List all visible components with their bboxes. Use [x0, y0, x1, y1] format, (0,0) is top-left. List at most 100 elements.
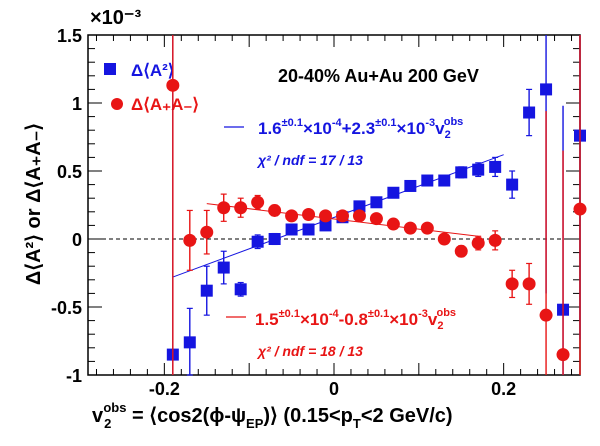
data-point	[285, 223, 298, 236]
data-point	[472, 163, 485, 176]
data-point	[488, 233, 502, 247]
fit-apam-e-sub: 2	[437, 320, 443, 332]
data-point	[573, 202, 587, 216]
data-point	[234, 201, 248, 215]
plot-frame	[87, 34, 581, 376]
fit-apam-a-sup: ±0.1	[279, 308, 300, 320]
fit-a2-c-sup: ±0.1	[375, 117, 396, 129]
x-label-sup: obs	[103, 400, 126, 415]
data-point	[183, 336, 196, 349]
data-point	[404, 179, 417, 192]
data-point	[370, 196, 383, 209]
legend-marker-apam	[111, 98, 123, 110]
fit-a2-b-sup: -4	[332, 117, 343, 129]
fit-apam-b-sup: -4	[329, 308, 340, 320]
data-point	[523, 106, 536, 119]
y-tick-label: 1.5	[57, 26, 82, 46]
data-point	[489, 160, 502, 173]
data-point	[251, 235, 264, 248]
series-a2	[166, 35, 586, 376]
fit-a2-d-sup: -3	[425, 117, 435, 129]
data-point	[556, 348, 570, 362]
fit-label-apam: 1.5±0.1×10-4-0.8±0.1×10-3v2obs	[255, 307, 456, 332]
data-point	[319, 219, 332, 232]
fit-apam-d: ×10	[389, 310, 418, 329]
legend-label-apam: Δ⟨A₊A₋⟩	[131, 95, 199, 114]
x-label-sub: 2	[104, 416, 111, 431]
data-point	[506, 178, 519, 191]
data-point	[540, 83, 553, 96]
fit-a2-b: ×10	[303, 119, 332, 138]
data-point	[251, 195, 265, 209]
data-point	[166, 78, 180, 92]
fit-a2-e-sub: 2	[445, 129, 451, 141]
data-point	[539, 308, 553, 322]
y-tick-label: 0.5	[57, 162, 82, 182]
x-tick-label: 0	[329, 379, 339, 399]
x-label-rest: = ⟨cos2(ϕ-ψ	[126, 405, 246, 427]
data-point	[403, 221, 417, 235]
legend: Δ⟨A²⟩ Δ⟨A₊A₋⟩	[104, 61, 199, 114]
y-tick-label: 1	[72, 94, 82, 114]
data-point	[353, 200, 366, 213]
data-point	[335, 209, 349, 223]
y-axis-label: Δ⟨A²⟩ or Δ⟨A₊A₋⟩	[23, 123, 45, 285]
data-point	[302, 223, 315, 236]
fit-apam-b: ×10	[300, 310, 329, 329]
data-point	[369, 212, 383, 226]
data-point	[217, 201, 231, 215]
data-point	[285, 209, 299, 223]
fit-annotation-a2: 1.6±0.1×10-4+2.3±0.1×10-3v2obs χ² / ndf …	[224, 116, 463, 168]
data-point	[454, 244, 468, 258]
fit-a2-a: 1.6	[258, 119, 282, 138]
y-multiplier: ×10⁻³	[90, 7, 141, 29]
fit-apam-c-sup: ±0.1	[368, 308, 389, 320]
data-point	[234, 283, 247, 296]
data-point	[268, 233, 281, 245]
chart-title: 20-40% Au+Au 200 GeV	[278, 66, 479, 86]
x-axis-label: v2obs = ⟨cos2(ϕ-ψEP)⟩ (0.15<pT<2 GeV/c)	[92, 400, 453, 431]
data-point	[420, 221, 434, 235]
chi2-label-apam: χ² / ndf = 18 / 13	[256, 343, 363, 359]
data-point	[302, 208, 316, 222]
x-label-tail-sub: T	[353, 416, 361, 431]
data-point	[505, 277, 519, 291]
fit-apam-a: 1.5	[255, 310, 279, 329]
data-point	[183, 233, 197, 247]
data-point	[387, 186, 400, 199]
data-point	[200, 284, 213, 297]
data-point	[421, 174, 434, 187]
data-point	[200, 225, 214, 239]
chi2-label-a2: χ² / ndf = 17 / 13	[256, 152, 363, 168]
series-apam	[166, 35, 587, 375]
legend-label-a2: Δ⟨A²⟩	[131, 61, 174, 80]
x-tick-label: 0.2	[491, 379, 516, 399]
y-tick-label: -0.5	[51, 298, 82, 318]
data-point	[319, 209, 333, 223]
fit-a2-d: ×10	[397, 119, 426, 138]
fit-a2-e-sup: obs	[444, 116, 464, 128]
y-axis-ticks: -1 -0.5 0 0.5 1 1.5	[51, 26, 580, 386]
fit-annotation-apam: 1.5±0.1×10-4-0.8±0.1×10-3v2obs χ² / ndf …	[226, 307, 456, 359]
x-label-tail: )⟩ (0.15<p	[263, 405, 353, 427]
fit-apam-e: v	[428, 310, 438, 329]
data-point	[438, 174, 451, 187]
fit-a2-e: v	[435, 119, 445, 138]
data-point	[437, 232, 451, 246]
data-point	[217, 261, 230, 274]
fit-apam-e-sup: obs	[436, 307, 456, 319]
y-tick-label: -1	[66, 366, 82, 386]
x-tick-label: -0.2	[149, 379, 180, 399]
legend-marker-a2	[104, 63, 116, 75]
fit-a2-c: +2.3	[342, 119, 376, 138]
x-label-end: <2 GeV/c)	[361, 405, 453, 427]
x-label-main: v	[92, 405, 104, 427]
data-point	[352, 209, 366, 223]
fit-label-a2: 1.6±0.1×10-4+2.3±0.1×10-3v2obs	[258, 116, 463, 141]
data-point	[455, 166, 468, 179]
fit-apam-d-sup: -3	[418, 308, 428, 320]
x-label-rest-sub: EP	[246, 416, 264, 431]
x-axis-ticks: -0.2 0 0.2	[95, 35, 573, 399]
y-tick-label: 0	[72, 230, 82, 250]
